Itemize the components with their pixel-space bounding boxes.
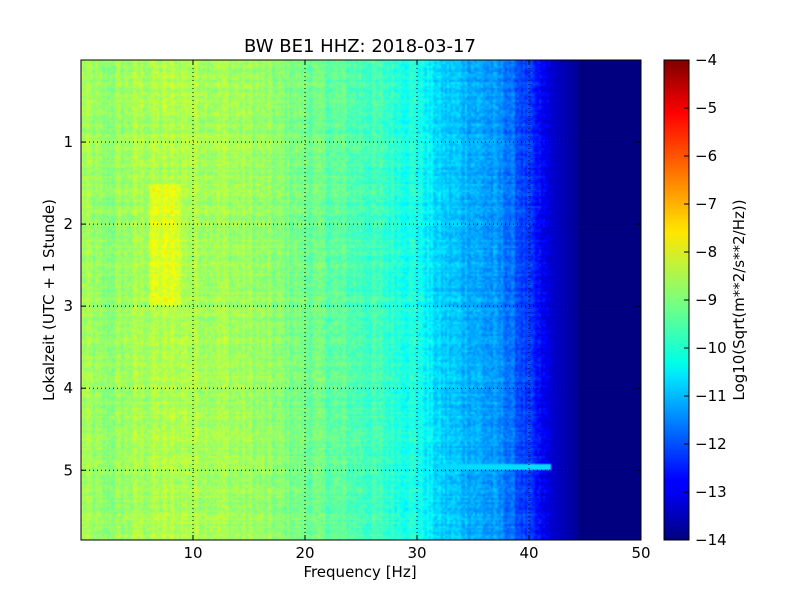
x-tick-label: 50 bbox=[631, 544, 650, 562]
x-axis-ticks: 10 20 30 40 50 bbox=[183, 60, 651, 562]
colorbar-tick-label: −8 bbox=[695, 243, 717, 261]
colorbar-tick-label: −12 bbox=[695, 435, 727, 453]
plot-frame bbox=[80, 59, 642, 541]
chart-title: BW BE1 HHZ: 2018-03-17 bbox=[244, 36, 476, 57]
y-tick-label: 4 bbox=[63, 379, 73, 397]
heatmap-area bbox=[80, 59, 642, 541]
x-tick-label: 40 bbox=[519, 544, 538, 562]
y-tick-label: 5 bbox=[63, 461, 73, 479]
colorbar-tick-label: −9 bbox=[695, 291, 717, 309]
y-tick-label: 3 bbox=[63, 297, 73, 315]
x-tick-label: 30 bbox=[407, 544, 426, 562]
y-tick-label: 1 bbox=[63, 133, 73, 151]
colorbar-tick-label: −11 bbox=[695, 387, 727, 405]
colorbar: −4 −5 −6 −7 −8 −9 −10 −11 −12 −13 −14 Log10(Sqrt(m… bbox=[663, 51, 748, 549]
y-axis-label: Lokalzeit (UTC + 1 Stunde) bbox=[40, 199, 58, 401]
y-tick-label: 2 bbox=[63, 215, 73, 233]
colorbar-tick-label: −14 bbox=[695, 531, 727, 549]
colorbar-tick-label: −7 bbox=[695, 195, 717, 213]
colorbar-label: Log10(Sqrt(m**2/s**2/Hz)) bbox=[730, 199, 748, 400]
colorbar-tick-label: −13 bbox=[695, 483, 727, 501]
colorbar-tick-label: −5 bbox=[695, 99, 717, 117]
colorbar-tick-label: −4 bbox=[695, 51, 717, 69]
grid-lines bbox=[81, 60, 641, 540]
heatmap-image bbox=[81, 60, 641, 540]
colorbar-tick-label: −6 bbox=[695, 147, 717, 165]
x-tick-label: 10 bbox=[183, 544, 202, 562]
x-axis-label: Frequency [Hz] bbox=[303, 563, 416, 581]
x-tick-label: 20 bbox=[295, 544, 314, 562]
y-axis-ticks: 1 2 3 4 5 bbox=[63, 133, 641, 479]
colorbar-tick-label: −10 bbox=[695, 339, 727, 357]
colorbar-ticks: −4 −5 −6 −7 −8 −9 −10 −11 −12 −13 −14 bbox=[684, 51, 727, 549]
